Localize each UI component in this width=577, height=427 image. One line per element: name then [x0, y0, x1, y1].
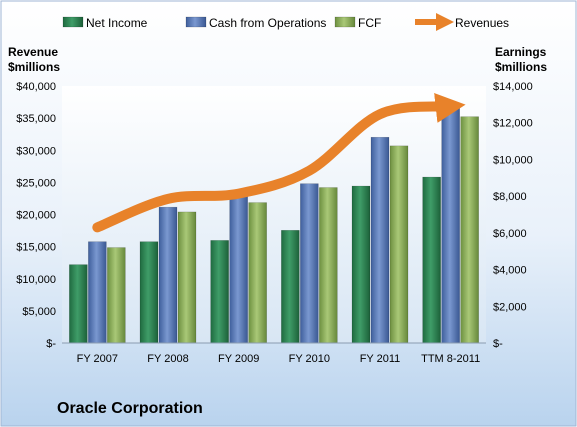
- legend-fcf-label: FCF: [358, 16, 381, 30]
- fcf-bar: [177, 211, 197, 344]
- net-income-bar: [281, 230, 300, 344]
- chart-title: Oracle Corporation: [57, 400, 203, 417]
- legend-cash-ops-label: Cash from Operations: [209, 16, 326, 30]
- left-tick-label: $20,000: [16, 210, 56, 222]
- cash-ops-bar: [441, 106, 460, 344]
- right-axis-label-line1: Earnings: [495, 45, 547, 59]
- left-axis-label: Revenue $millions: [8, 45, 61, 74]
- right-tick-label: $6,000: [493, 228, 527, 240]
- cash-ops-bar: [300, 183, 319, 344]
- net-income-bar: [210, 240, 229, 344]
- category-label: FY 2009: [218, 353, 259, 365]
- left-axis-label-line1: Revenue: [8, 45, 58, 59]
- fcf-bar: [107, 247, 126, 344]
- net-income-bar: [422, 176, 441, 344]
- cash-ops-bar: [158, 206, 178, 344]
- fcf-bar: [319, 187, 338, 344]
- right-tick-label: $12,000: [493, 118, 533, 130]
- legend-revenues-label: Revenues: [455, 16, 509, 30]
- fcf-bar: [389, 145, 409, 344]
- left-tick-label: $30,000: [16, 145, 56, 157]
- legend-net-income-swatch: [62, 16, 84, 28]
- cash-ops-bar: [370, 136, 390, 344]
- net-income-bar: [351, 185, 371, 344]
- bars-group: [69, 106, 479, 344]
- category-label: FY 2007: [77, 353, 118, 365]
- fcf-bar: [460, 116, 479, 344]
- revenue-line-group: [92, 92, 466, 233]
- right-axis-label: Earnings $millions: [495, 45, 550, 74]
- left-tick-label: $10,000: [16, 274, 56, 286]
- fcf-bar: [248, 202, 267, 344]
- left-tick-label: $25,000: [16, 177, 56, 189]
- legend-fcf-swatch: [334, 16, 356, 28]
- left-axis-ticks: $- $5,000 $10,000 $15,000 $20,000 $25,000 $30,…: [16, 81, 56, 350]
- category-label: FY 2011: [360, 353, 401, 365]
- left-tick-label: $5,000: [22, 306, 56, 318]
- left-tick-label: $15,000: [16, 242, 56, 254]
- right-tick-label: $14,000: [493, 81, 533, 93]
- revenues-line: [92, 92, 466, 233]
- left-axis-label-line2: $millions: [8, 60, 60, 74]
- category-label: FY 2010: [289, 353, 330, 365]
- right-tick-label: $-: [493, 338, 503, 350]
- right-tick-label: $8,000: [493, 191, 527, 203]
- net-income-bar: [69, 264, 88, 344]
- category-labels: FY 2007 FY 2008 FY 2009 FY 2010 FY 2011 TTM 8…: [77, 353, 481, 365]
- legend: Net Income Cash from Operations FCF Revenue…: [62, 13, 509, 31]
- left-tick-label: $-: [46, 338, 56, 350]
- right-tick-label: $2,000: [493, 301, 527, 313]
- right-axis-ticks: $- $2,000 $4,000 $6,000 $8,000 $10,000 $12,000…: [493, 81, 533, 350]
- cash-ops-bar: [88, 241, 107, 344]
- right-tick-label: $4,000: [493, 265, 527, 277]
- right-tick-label: $10,000: [493, 154, 533, 166]
- cash-ops-bar: [229, 191, 248, 344]
- legend-cash-ops-swatch: [185, 16, 207, 28]
- legend-net-income-label: Net Income: [86, 16, 148, 30]
- category-label: TTM 8-2011: [421, 353, 480, 365]
- left-tick-label: $35,000: [16, 113, 56, 125]
- category-label: FY 2008: [147, 353, 188, 365]
- left-tick-label: $40,000: [16, 81, 56, 93]
- right-axis-label-line2: $millions: [495, 60, 547, 74]
- net-income-bar: [139, 241, 159, 344]
